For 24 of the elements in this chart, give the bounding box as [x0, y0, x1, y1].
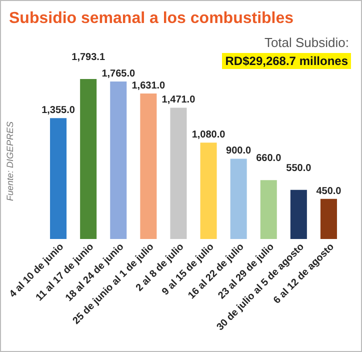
bar [230, 158, 247, 239]
bar [320, 198, 337, 239]
bar [140, 93, 157, 239]
bar [290, 190, 307, 239]
bar [80, 79, 97, 239]
data-label: 450.0 [316, 186, 342, 197]
bar [260, 180, 277, 239]
data-label: 1,765.0 [102, 68, 136, 80]
data-label: 900.0 [226, 146, 252, 157]
data-label: 550.0 [286, 162, 312, 174]
data-label: 1,355.0 [42, 105, 76, 116]
bar [200, 142, 217, 239]
bar [50, 118, 67, 239]
bar [110, 82, 127, 239]
source-note: Fuente: DIGEPRES [5, 120, 15, 201]
data-label: 1,631.0 [132, 80, 166, 92]
data-label: 1,080.0 [192, 130, 226, 141]
bar [170, 108, 187, 239]
text: RD$29,268.7 millones [222, 53, 351, 69]
data-label: 660.0 [256, 153, 282, 164]
data-label: 1,471.0 [162, 94, 196, 106]
text: Total Subsidio: [264, 35, 349, 50]
data-label: 1,793.1 [72, 52, 106, 63]
chart-title: Subsidio semanal a los combustibles [9, 10, 294, 27]
